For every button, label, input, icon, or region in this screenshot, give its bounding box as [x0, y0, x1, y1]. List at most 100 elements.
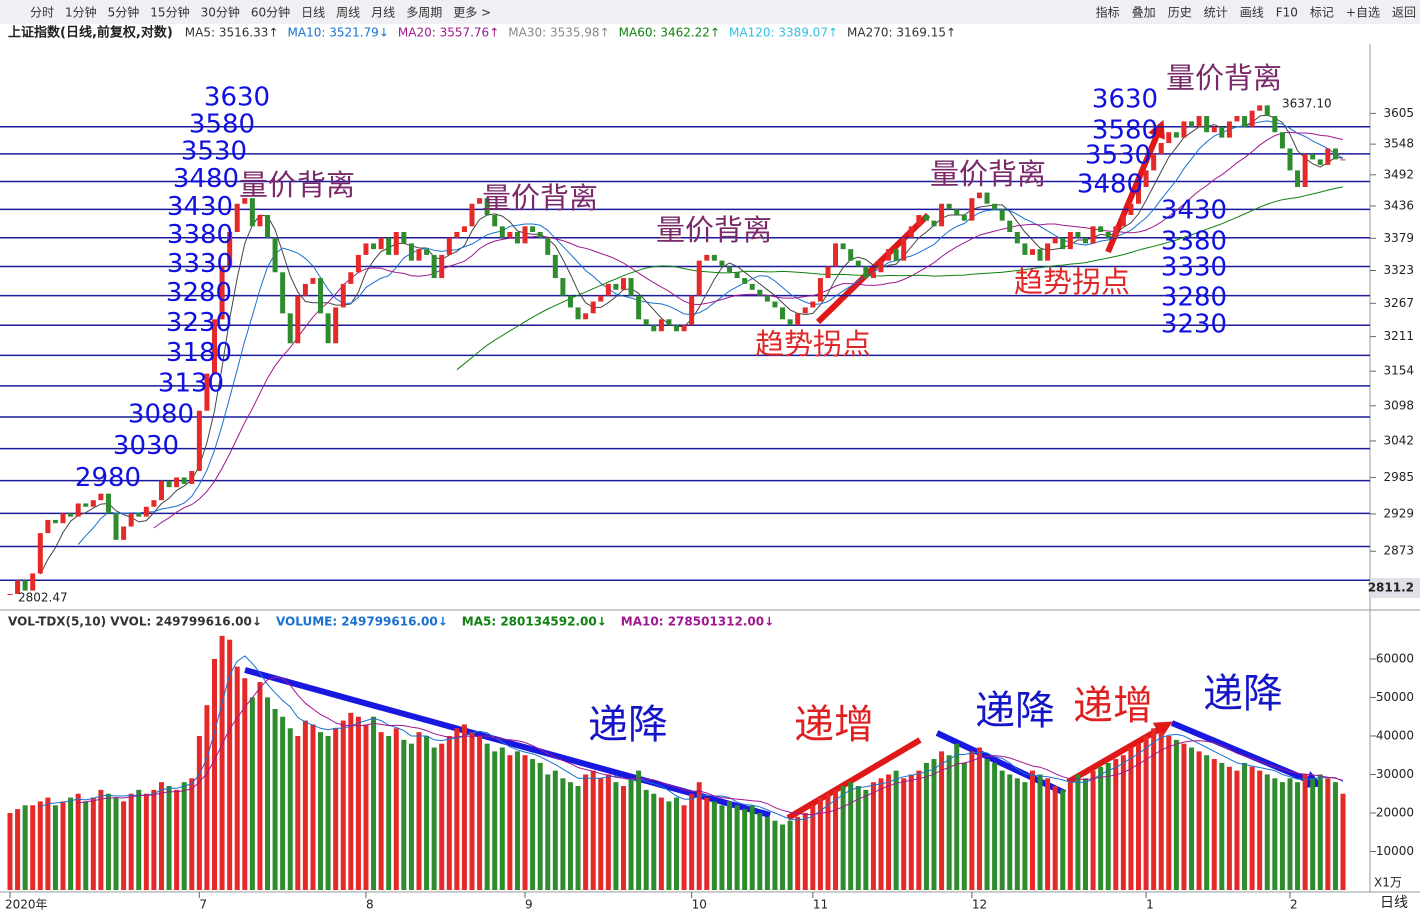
level-label: 3430	[167, 192, 233, 222]
toolbar-button[interactable]: 更多 >	[453, 6, 491, 20]
candle	[295, 295, 301, 344]
legend-bar	[0, 24, 1420, 44]
candle	[886, 249, 892, 261]
candle	[787, 319, 793, 326]
volume-bar	[454, 728, 460, 890]
volume-bar	[1226, 766, 1232, 890]
candle	[302, 283, 308, 296]
volume-bar	[908, 774, 914, 890]
volume-bar	[719, 805, 725, 890]
legend-entry: MA30: 3535.98↑	[508, 26, 609, 40]
candle	[1120, 215, 1126, 227]
volume-bar	[401, 739, 407, 890]
volume-bar	[1052, 786, 1058, 890]
candle	[984, 192, 990, 204]
toolbar	[0, 0, 1420, 24]
candle	[628, 278, 634, 296]
volume-bar	[121, 801, 127, 890]
candle	[219, 266, 225, 320]
candle	[1310, 153, 1316, 160]
toolbar-button[interactable]: 统计	[1204, 6, 1228, 20]
candle	[1143, 170, 1149, 188]
volume-bar	[1181, 743, 1187, 890]
candle	[613, 283, 619, 290]
volume-bar	[105, 793, 111, 890]
toolbar-button[interactable]: 历史	[1168, 6, 1192, 20]
x-tick-label: 2020年	[5, 898, 48, 912]
volume-bar	[901, 778, 907, 890]
candle	[780, 307, 786, 320]
candle	[1075, 231, 1081, 238]
toolbar-button[interactable]: 15分钟	[150, 5, 189, 20]
volume-bar	[174, 789, 180, 890]
candle	[52, 519, 58, 524]
volume-bar	[651, 793, 657, 890]
candle	[711, 254, 717, 261]
volume-bar	[1302, 774, 1308, 890]
volume-bar	[590, 770, 596, 890]
volume-bar	[961, 762, 967, 890]
level-label: 3530	[181, 136, 247, 166]
toolbar-button[interactable]: 月线	[371, 6, 395, 20]
volume-bar	[439, 743, 445, 890]
candle	[514, 231, 520, 244]
candle	[1189, 121, 1195, 127]
candle	[552, 254, 558, 279]
candle	[1279, 132, 1285, 149]
volume-bar	[870, 782, 876, 890]
y-tick-label: 3154	[1383, 364, 1414, 378]
volume-bar	[249, 697, 255, 890]
candle	[68, 513, 74, 517]
candle	[242, 198, 248, 204]
volume-bar	[1037, 774, 1043, 890]
volume-bar	[802, 812, 808, 890]
volume-bar	[1075, 774, 1081, 890]
volume-bar	[1113, 759, 1119, 890]
candle	[999, 209, 1005, 221]
volume-bar	[151, 789, 157, 890]
y-tick-label: 3436	[1383, 198, 1414, 212]
level-label: 3230	[166, 308, 232, 338]
toolbar-button[interactable]: 标记	[1310, 6, 1334, 20]
volume-bar	[507, 755, 513, 890]
candle	[113, 513, 119, 540]
candle	[310, 278, 316, 284]
toolbar-button[interactable]: 分时	[30, 6, 54, 20]
candle	[727, 266, 733, 273]
volume-bar	[969, 751, 975, 890]
toolbar-button[interactable]: 周线	[336, 6, 360, 20]
candle	[825, 266, 831, 279]
volume-bar	[181, 782, 187, 890]
toolbar-button[interactable]: 多周期	[406, 6, 442, 20]
annotation: 量价背离	[930, 157, 1046, 191]
volume-bar	[484, 743, 490, 890]
toolbar-button[interactable]: 返回	[1392, 6, 1416, 20]
candle	[643, 319, 649, 326]
candle	[348, 272, 354, 284]
toolbar-button[interactable]: 画线	[1240, 6, 1264, 20]
vol-annotation: 递降	[1203, 671, 1283, 717]
annotation: 量价背离	[239, 168, 355, 202]
toolbar-button[interactable]: 60分钟	[251, 5, 290, 20]
candle	[757, 289, 763, 296]
vol-legend: VOLUME: 249799616.00↓	[276, 615, 448, 629]
candle	[1173, 132, 1179, 138]
vol-annotation: 递增	[1073, 683, 1153, 729]
chart-title: 上证指数(日线,前复权,对数)	[8, 25, 173, 41]
toolbar-button[interactable]: F10	[1276, 6, 1298, 20]
toolbar-button[interactable]: 日线	[301, 6, 325, 20]
vol-tick-label: 60000	[1376, 651, 1414, 665]
toolbar-button[interactable]: 1分钟	[65, 5, 97, 20]
toolbar-button[interactable]: 5分钟	[108, 5, 140, 20]
candle	[1037, 249, 1043, 261]
volume-bar	[537, 762, 543, 890]
toolbar-button[interactable]: 叠加	[1132, 6, 1156, 20]
volume-bar	[1287, 778, 1293, 890]
candle	[318, 278, 324, 314]
toolbar-button[interactable]: 指标	[1096, 5, 1120, 20]
level-label: 3330	[1161, 253, 1227, 283]
candle	[863, 266, 869, 279]
volume-bar	[424, 735, 430, 890]
toolbar-button[interactable]: 30分钟	[201, 5, 240, 20]
toolbar-button[interactable]: +自选	[1346, 6, 1380, 20]
